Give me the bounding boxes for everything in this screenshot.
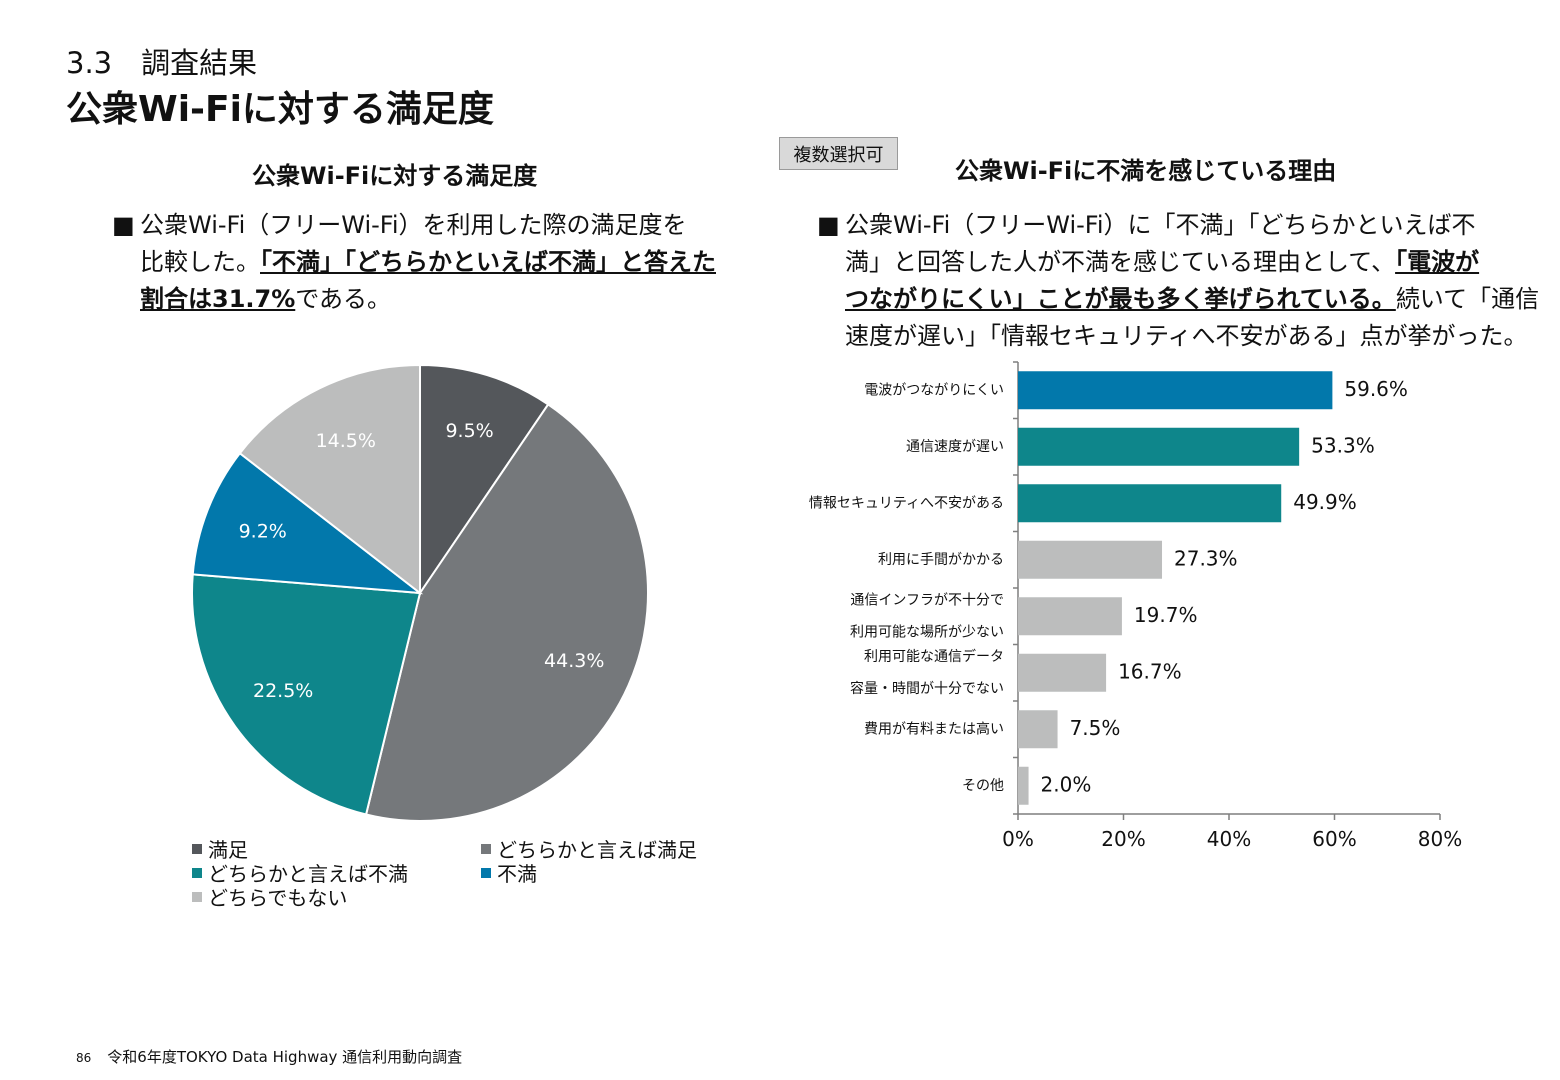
pie-slice-label: 22.5% [253, 680, 313, 702]
legend-item: 満足 [192, 834, 248, 863]
right-summary-line4: 速度が遅い」「情報セキュリティへ不安がある」点が挙がった。 [845, 322, 1528, 350]
bar [1018, 710, 1058, 749]
right-summary-line2: 満」と回答した人が不満を感じている理由として、「電波が [845, 244, 1479, 281]
category-label: 通信速度が遅い [906, 439, 1004, 455]
left-summary-line2-emphasis: 「不満」「どちらかといえば不満」と答えた [260, 248, 716, 276]
right-summary: ■ 公衆Wi-Fi（フリーWi-Fi）に「不満」「どちらかといえば不 満」と回答… [817, 207, 1539, 357]
bar [1018, 427, 1300, 466]
bar-value-label: 2.0% [1041, 772, 1092, 796]
left-summary-line3-emphasis: 割合は31.7% [140, 285, 296, 313]
bar [1018, 653, 1107, 692]
right-summary-line2-emphasis: 「電波が [1395, 248, 1480, 276]
category-label: 利用に手間がかかる [878, 552, 1004, 568]
category-label: 利用可能な通信データ [864, 648, 1004, 665]
bar-value-label: 7.5% [1070, 716, 1121, 740]
right-summary-line2-a: 満」と回答した人が不満を感じている理由として、 [845, 248, 1396, 276]
right-bullet-marker: ■ [817, 211, 840, 239]
legend-label: どちらかと言えば満足 [497, 838, 697, 862]
pie-slice-label: 9.5% [445, 420, 493, 442]
bar [1018, 371, 1333, 410]
category-label: 通信インフラが不十分で [850, 592, 1004, 608]
x-tick-label: 20% [1101, 827, 1145, 851]
category-label: 利用可能な場所が少ない [850, 624, 1004, 640]
legend-swatch [481, 867, 491, 878]
right-summary-line1: 公衆Wi-Fi（フリーWi-Fi）に「不満」「どちらかといえば不 [845, 211, 1476, 239]
left-bullet-marker: ■ [112, 211, 135, 239]
left-summary-line3-b: である。 [295, 285, 392, 313]
legend-item: どちらかと言えば満足 [481, 834, 697, 863]
pie-slice [191, 451, 424, 595]
pie-slice [419, 363, 550, 597]
legend-item: どちらでもない [192, 882, 347, 911]
legend-swatch [481, 843, 491, 854]
pie-slice-label: 14.5% [316, 430, 376, 452]
bar-chart: 0% 20% 40% 60% 80% 59.6% 電波がつながりにくい 53.3% 通信速度が遅… [809, 361, 1462, 851]
legend-swatch [192, 891, 202, 902]
bar [1018, 766, 1029, 805]
footer-text: 令和6年度TOKYO Data Highway 通信利用動向調査 [107, 1048, 463, 1066]
legend-label: 不満 [497, 862, 537, 886]
x-tick-label: 0% [1002, 827, 1034, 851]
x-tick-label: 60% [1312, 827, 1356, 851]
pie-slice [364, 403, 649, 822]
legend-label: どちらでもない [208, 886, 348, 910]
bar [1018, 597, 1122, 636]
x-tick-label: 40% [1207, 827, 1251, 851]
legend-swatch [192, 867, 202, 878]
legend-swatch [192, 843, 202, 854]
category-label: 電波がつながりにくい [864, 382, 1004, 398]
pie-chart: 9.5% 44.3% 22.5% 9.2% 14.5% [191, 363, 649, 822]
left-summary-line1: 公衆Wi-Fi（フリーWi-Fi）を利用した際の満足度を [140, 211, 687, 239]
category-label: その他 [962, 778, 1004, 794]
left-summary: ■ 公衆Wi-Fi（フリーWi-Fi）を利用した際の満足度を 比較した。「不満」… [112, 207, 732, 327]
bar [1018, 484, 1282, 523]
bar-value-label: 59.6% [1344, 377, 1408, 401]
category-label: 費用が有料または高い [864, 720, 1004, 737]
bar-chart-title: 公衆Wi-Fiに不満を感じている理由 [955, 157, 1337, 185]
bar-value-label: 16.7% [1118, 659, 1182, 683]
x-tick-label: 80% [1418, 827, 1462, 851]
pie-chart-title: 公衆Wi-Fiに対する満足度 [252, 162, 538, 190]
right-summary-line3-emphasis: つながりにくい」ことが最も多く挙げられている。 [845, 285, 1396, 313]
pie-slice [191, 573, 422, 816]
multiple-choice-badge: 複数選択可 [779, 137, 898, 170]
category-label: 容量・時間が十分でない [850, 680, 1004, 697]
right-summary-line3: つながりにくい」ことが最も多く挙げられている。続いて「通信 [845, 281, 1539, 318]
bar-value-label: 27.3% [1174, 546, 1238, 570]
bar-value-label: 49.9% [1293, 490, 1357, 514]
footer: 86 令和6年度TOKYO Data Highway 通信利用動向調査 [76, 1046, 462, 1067]
left-summary-line2: 比較した。「不満」「どちらかといえば不満」と答えた [140, 244, 716, 281]
right-summary-line3-b: 続いて「通信 [1395, 285, 1540, 313]
left-summary-line3: 割合は31.7%である。 [140, 281, 391, 318]
bar [1018, 540, 1163, 579]
legend-item: 不満 [481, 858, 537, 887]
left-summary-line2-a: 比較した。 [140, 248, 260, 276]
legend-label: 満足 [208, 838, 248, 862]
section-number: 3.3 調査結果 [66, 46, 258, 80]
legend-label: どちらかと言えば不満 [208, 862, 408, 886]
legend-item: どちらかと言えば不満 [192, 858, 408, 887]
footer-page-number: 86 [76, 1051, 92, 1065]
pie-slice [238, 363, 421, 596]
category-label: 情報セキュリティへ不安がある [809, 495, 1004, 511]
pie-slice-label: 9.2% [239, 520, 287, 542]
bar-value-label: 19.7% [1134, 603, 1198, 627]
page-title: 公衆Wi-Fiに対する満足度 [66, 89, 494, 130]
pie-slice-label: 44.3% [544, 650, 604, 672]
bar-value-label: 53.3% [1311, 433, 1375, 457]
